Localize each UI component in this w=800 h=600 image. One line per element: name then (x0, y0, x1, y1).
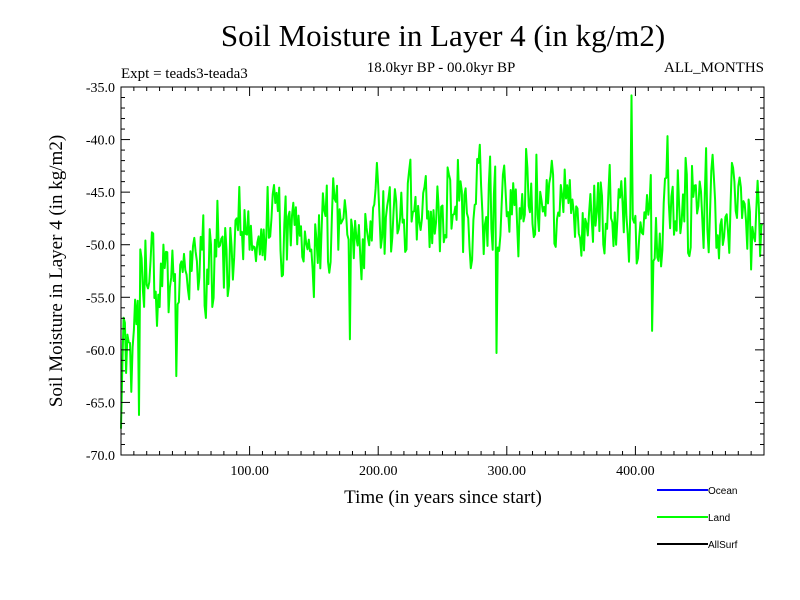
y-axis-label: Soil Moisture in Layer 4 (in kg/m2) (46, 135, 67, 407)
x-tick-label: 400.00 (616, 464, 655, 479)
y-tick-label: -45.0 (86, 186, 115, 201)
experiment-label: Expt = teads3-teada3 (121, 66, 248, 82)
y-tick-label: -35.0 (86, 81, 115, 96)
legend-label-allsurf: AllSurf (708, 540, 738, 551)
y-tick-label: -40.0 (86, 134, 115, 149)
period-label: 18.0kyr BP - 00.0kyr BP (367, 60, 516, 76)
chart-title: Soil Moisture in Layer 4 (in kg/m2) (221, 18, 665, 53)
data-layer (120, 94, 764, 429)
tick-labels: 100.00 200.00 300.00 400.00 -35.0 -40.0 -45.0 -… (86, 81, 655, 479)
y-tick-label: -70.0 (86, 449, 115, 464)
plot-frame (120, 86, 765, 456)
x-tick-label: 100.00 (230, 464, 269, 479)
y-tick-label: -55.0 (86, 291, 115, 306)
legend-label-ocean: Ocean (708, 486, 737, 497)
y-tick-label: -65.0 (86, 396, 115, 411)
series-line-land (120, 94, 764, 429)
y-tick-label: -50.0 (86, 239, 115, 254)
legend: Ocean Land AllSurf (657, 486, 738, 551)
x-tick-label: 200.00 (359, 464, 398, 479)
legend-label-land: Land (708, 513, 730, 524)
season-label: ALL_MONTHS (664, 60, 764, 76)
tick-marks (121, 87, 764, 455)
x-axis-label: Time (in years since start) (344, 487, 542, 508)
y-tick-label: -60.0 (86, 344, 115, 359)
x-tick-label: 300.00 (488, 464, 527, 479)
